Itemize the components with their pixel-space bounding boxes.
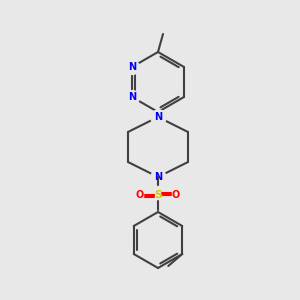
Text: O: O	[172, 190, 180, 200]
Text: S: S	[154, 190, 162, 200]
Text: N: N	[128, 62, 136, 72]
Text: N: N	[154, 112, 162, 122]
Text: N: N	[154, 172, 162, 182]
Text: N: N	[128, 92, 136, 102]
Text: O: O	[136, 190, 144, 200]
